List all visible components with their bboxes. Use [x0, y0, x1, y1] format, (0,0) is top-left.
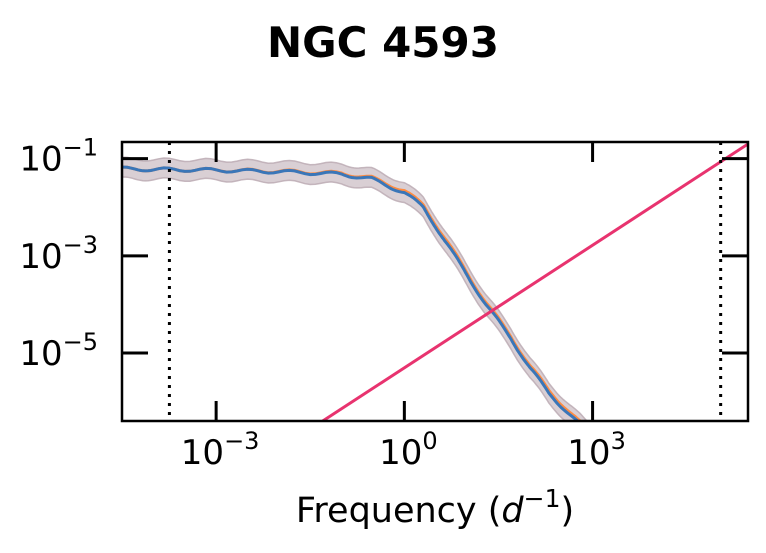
series-layer — [122, 142, 748, 421]
y-tick-label-1: 10−3 — [19, 231, 98, 277]
chart-title: NGC 4593 — [267, 18, 499, 67]
x-tick-label-0: 10−3 — [181, 427, 260, 473]
series-2-line — [321, 142, 748, 421]
x-tick-label-2: 103 — [567, 427, 626, 473]
series-1-band — [122, 156, 588, 421]
vertical-markers — [167, 142, 723, 421]
x-axis-label: Frequency (d−1) — [296, 484, 574, 531]
series-1-line — [122, 165, 580, 421]
x-tick-label-1: 100 — [379, 427, 438, 473]
series-0-line — [122, 165, 583, 421]
y-tick-label-2: 10−5 — [19, 328, 98, 374]
plot-frame — [120, 140, 750, 423]
y-tick-label-0: 10−1 — [19, 134, 98, 180]
axis-ticks: 10−3 100 103 10−1 10−3 10−5 — [19, 134, 748, 473]
uncertainty-band-layer — [122, 156, 588, 421]
